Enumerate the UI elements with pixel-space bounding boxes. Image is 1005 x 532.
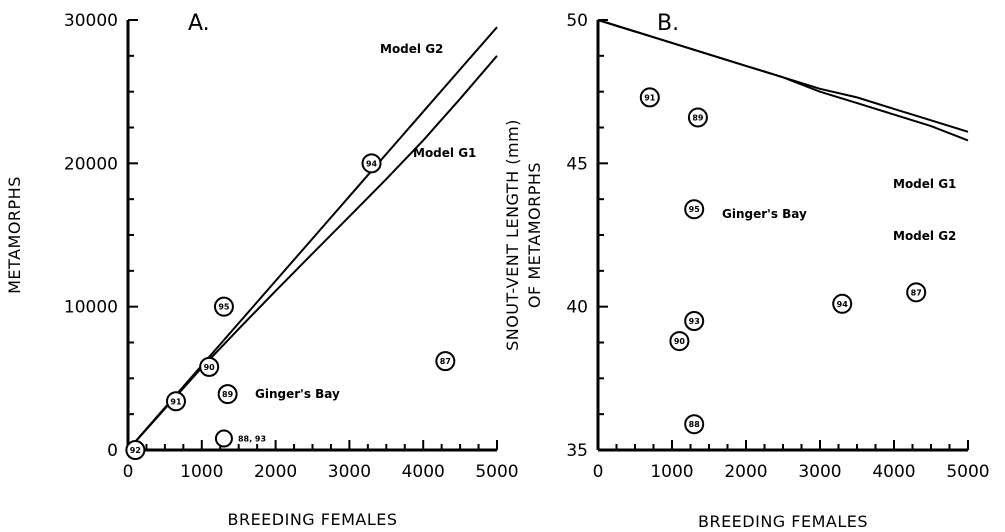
data-point-marker <box>684 199 705 220</box>
data-point-marker <box>684 414 705 435</box>
annotation-text: Ginger's Bay <box>255 387 340 401</box>
x-tick-label: 3000 <box>798 462 841 482</box>
data-point: 91 <box>165 391 186 412</box>
data-point-label: 91 <box>644 93 656 102</box>
data-point-marker <box>214 429 233 448</box>
x-tick-label: 5000 <box>946 462 989 482</box>
y-tick-label: 30000 <box>64 11 118 31</box>
data-point: 87 <box>906 282 927 303</box>
series-line-model-g1 <box>127 55 498 451</box>
data-point: 89 <box>687 107 708 128</box>
data-point-label: 89 <box>692 113 704 122</box>
data-point-marker <box>435 351 456 372</box>
y-tick-label: 40 <box>566 298 588 318</box>
data-point-marker <box>906 282 927 303</box>
data-point-marker <box>217 384 238 405</box>
x-tick-label: 2000 <box>254 462 297 482</box>
x-tick-label: 5000 <box>475 462 518 482</box>
data-point-label: 90 <box>204 363 216 372</box>
x-tick-label: 0 <box>123 462 134 482</box>
data-point: 94 <box>832 293 853 314</box>
data-point-label: 95 <box>218 303 230 312</box>
data-point: 89 <box>217 384 238 405</box>
y-axis-label: SNOUT-VENT LENGTH (mm) OF METAMORPHS <box>503 119 544 351</box>
series-label: Model G2 <box>380 42 443 56</box>
chart-panel-a: 0 10000 20000 30000 0 1000 2000 3000 4000 5000 BRE… <box>5 11 519 529</box>
data-point: 91 <box>639 87 660 108</box>
panel-label: B. <box>657 11 679 36</box>
series-line-model-g2 <box>597 19 969 142</box>
y-axis-label: METAMORPHS <box>5 176 24 294</box>
series-label: Model G1 <box>413 146 476 160</box>
y-tick-label: 0 <box>107 441 118 461</box>
data-point: 87 <box>435 351 456 372</box>
data-point-marker <box>199 356 220 377</box>
data-point-label: 92 <box>130 446 141 455</box>
data-point-label: 88 <box>689 420 701 429</box>
series-line-model-g2 <box>127 26 498 451</box>
data-point-label: 87 <box>911 288 922 297</box>
y-tick-label: 45 <box>566 154 588 174</box>
data-point: 95 <box>213 296 234 317</box>
data-point-marker <box>361 153 382 174</box>
data-point-label: 94 <box>366 159 378 168</box>
data-point-marker <box>213 296 234 317</box>
data-point-label: 94 <box>837 300 849 309</box>
data-point-marker <box>684 311 705 331</box>
data-point-label: 87 <box>440 357 451 366</box>
data-point: 92 <box>125 440 146 460</box>
panel-label: A. <box>188 11 210 36</box>
y-tick-label: 50 <box>566 11 588 31</box>
data-point: 93 <box>684 311 705 331</box>
data-point-label: 93 <box>689 317 700 326</box>
annotation-text: Ginger's Bay <box>722 207 807 221</box>
data-point: 88 <box>684 414 705 435</box>
data-point-marker <box>639 87 660 108</box>
x-tick-label: 4000 <box>402 462 445 482</box>
data-point: 88, 93 <box>214 429 266 448</box>
data-point-label: 88, 93 <box>238 435 266 444</box>
data-point-label: 90 <box>674 337 686 346</box>
x-tick-label: 1000 <box>180 462 223 482</box>
x-axis-label: BREEDING FEMALES <box>227 510 397 529</box>
data-point: 90 <box>669 331 690 352</box>
y-axis-label-line: SNOUT-VENT LENGTH (mm) <box>503 119 522 351</box>
x-axis-label: BREEDING FEMALES <box>698 512 868 531</box>
y-tick-label: 35 <box>566 441 588 461</box>
x-tick-label: 1000 <box>650 462 693 482</box>
x-tick-label: 3000 <box>328 462 371 482</box>
series-label: Model G2 <box>893 229 956 243</box>
data-point-label: 95 <box>689 205 701 214</box>
data-point: 90 <box>199 356 220 377</box>
x-tick-label: 4000 <box>872 462 915 482</box>
chart-panel-b: 35 40 45 50 0 1000 2000 3000 4000 5000 BREEDING FE… <box>503 11 990 531</box>
y-axis-label-line: OF METAMORPHS <box>525 162 544 308</box>
data-point-label: 91 <box>170 397 182 406</box>
data-point-marker <box>165 391 186 412</box>
x-tick-label: 2000 <box>724 462 767 482</box>
data-point: 95 <box>684 199 705 220</box>
x-tick-label: 0 <box>593 462 604 482</box>
data-point-label: 89 <box>222 390 234 399</box>
data-point-marker <box>669 331 690 352</box>
data-point-marker <box>832 293 853 314</box>
data-point: 94 <box>361 153 382 174</box>
series-label: Model G1 <box>893 177 956 191</box>
y-tick-label: 20000 <box>64 154 118 174</box>
data-point-marker <box>687 107 708 128</box>
data-point-marker <box>125 440 146 460</box>
y-tick-label: 10000 <box>64 298 118 318</box>
